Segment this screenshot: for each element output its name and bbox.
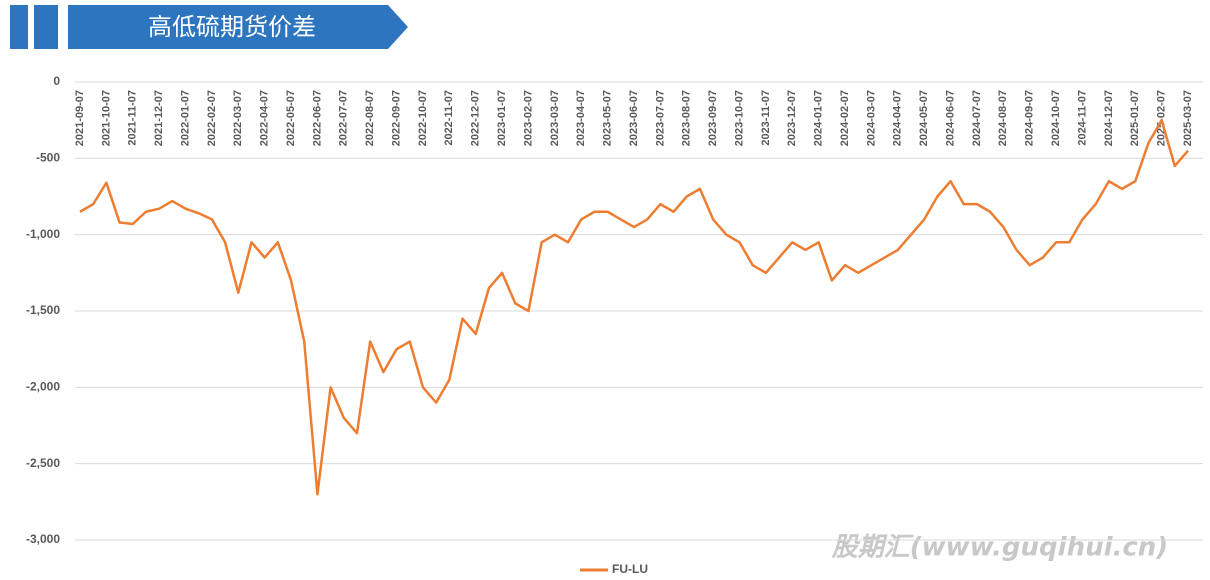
x-tick-label: 2023-05-07 [602, 90, 614, 146]
y-tick-label: -2,000 [26, 380, 60, 394]
title-banner [68, 5, 408, 49]
x-tick-label: 2021-09-07 [74, 90, 86, 146]
x-tick-label: 2022-01-07 [179, 90, 191, 146]
x-tick-label: 2022-11-07 [443, 90, 455, 146]
x-tick-label: 2023-10-07 [733, 90, 745, 146]
x-tick-label: 2023-03-07 [549, 90, 561, 146]
x-tick-label: 2023-12-07 [786, 90, 798, 146]
x-tick-label: 2021-12-07 [153, 90, 165, 146]
x-tick-label: 2025-03-07 [1182, 90, 1194, 146]
y-tick-label: -1,500 [26, 303, 60, 317]
x-tick-label: 2022-09-07 [390, 90, 402, 146]
x-tick-label: 2022-10-07 [417, 90, 429, 146]
watermark: 股期汇(www.guqihui.cn) [831, 533, 1168, 563]
x-tick-label: 2023-04-07 [575, 90, 587, 146]
x-tick-label: 2023-06-07 [628, 90, 640, 146]
legend-label: FU-LU [612, 562, 648, 576]
header-block [10, 5, 28, 49]
x-tick-label: 2023-01-07 [496, 90, 508, 146]
x-tick-label: 2024-08-07 [997, 90, 1009, 146]
x-tick-label: 2023-11-07 [760, 90, 772, 146]
x-tick-label: 2024-12-07 [1103, 90, 1115, 146]
header-block [34, 5, 58, 49]
x-tick-label: 2021-10-07 [100, 90, 112, 146]
x-tick-label: 2022-05-07 [285, 90, 297, 146]
x-tick-label: 2024-03-07 [865, 90, 877, 146]
x-tick-label: 2023-02-07 [522, 90, 534, 146]
x-tick-label: 2024-04-07 [892, 90, 904, 146]
chart-title: 高低硫期货价差 [148, 13, 316, 41]
x-tick-label: 2021-11-07 [127, 90, 139, 146]
x-tick-label: 2024-05-07 [918, 90, 930, 146]
x-tick-label: 2024-09-07 [1024, 90, 1036, 146]
x-tick-label: 2022-02-07 [206, 90, 218, 146]
x-tick-label: 2024-11-07 [1076, 90, 1088, 146]
x-tick-label: 2024-02-07 [839, 90, 851, 146]
y-tick-label: 0 [53, 74, 60, 88]
y-tick-label: -2,500 [26, 456, 60, 470]
x-tick-label: 2022-04-07 [259, 90, 271, 146]
x-tick-label: 2024-07-07 [971, 90, 983, 146]
x-tick-label: 2022-03-07 [232, 90, 244, 146]
x-tick-label: 2024-10-07 [1050, 90, 1062, 146]
x-tick-label: 2024-06-07 [944, 90, 956, 146]
x-tick-label: 2022-12-07 [470, 90, 482, 146]
x-tick-label: 2022-08-07 [364, 90, 376, 146]
x-tick-label: 2025-01-07 [1129, 90, 1141, 146]
y-tick-label: -500 [36, 151, 60, 165]
x-tick-label: 2023-07-07 [654, 90, 666, 146]
x-tick-label: 2023-08-07 [681, 90, 693, 146]
x-tick-label: 2023-09-07 [707, 90, 719, 146]
y-tick-label: -1,000 [26, 227, 60, 241]
data-line [79, 118, 1189, 496]
x-tick-label: 2022-06-07 [311, 90, 323, 146]
x-tick-label: 2024-01-07 [813, 90, 825, 146]
y-tick-label: -3,000 [26, 532, 60, 546]
x-tick-label: 2022-07-07 [338, 90, 350, 146]
